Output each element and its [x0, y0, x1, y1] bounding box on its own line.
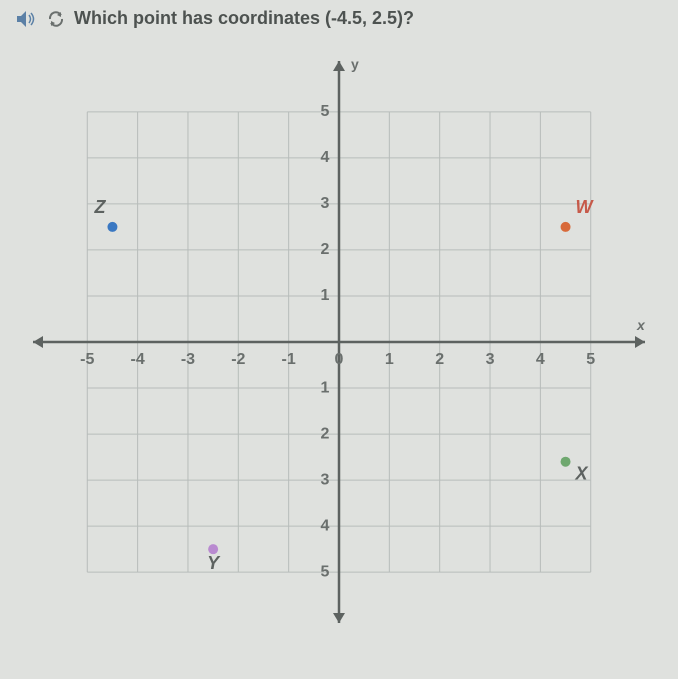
- y-arrow-down: [333, 613, 345, 623]
- x-axis-label: x: [636, 317, 646, 333]
- y-tick-label: 3: [321, 195, 330, 212]
- speaker-wave-1: [29, 15, 31, 23]
- question-row: Which point has coordinates (-4.5, 2.5)?: [10, 8, 668, 29]
- y-tick-label: 1: [321, 379, 330, 396]
- x-tick-label: -3: [181, 351, 195, 368]
- speaker-icon[interactable]: [16, 9, 38, 29]
- y-tick-label: 5: [321, 563, 330, 580]
- x-tick-label: -2: [231, 351, 245, 368]
- x-tick-label: -5: [80, 351, 94, 368]
- x-tick-label: 0: [335, 351, 344, 368]
- question-text: Which point has coordinates (-4.5, 2.5)?: [74, 8, 414, 29]
- point-z[interactable]: [107, 222, 117, 232]
- y-tick-label: 4: [321, 149, 330, 166]
- coordinate-chart: -5-4-3-2-10123451234512345yxZWXY: [19, 47, 659, 637]
- speaker-wave-2: [31, 13, 34, 25]
- y-arrow-up: [333, 61, 345, 71]
- point-label-z: Z: [93, 197, 106, 217]
- x-tick-label: -1: [282, 351, 296, 368]
- x-arrow-right: [635, 336, 645, 348]
- refresh-icon[interactable]: [46, 9, 66, 29]
- x-tick-label: 2: [435, 351, 444, 368]
- point-label-x: X: [575, 464, 589, 484]
- x-tick-label: -4: [131, 351, 145, 368]
- y-tick-label: 3: [321, 471, 330, 488]
- y-tick-label: 2: [321, 241, 330, 258]
- x-tick-label: 4: [536, 351, 545, 368]
- y-tick-label: 1: [321, 287, 330, 304]
- y-tick-label: 4: [321, 517, 330, 534]
- x-arrow-left: [33, 336, 43, 348]
- point-x[interactable]: [561, 457, 571, 467]
- point-w[interactable]: [561, 222, 571, 232]
- x-tick-label: 5: [586, 351, 595, 368]
- speaker-body: [17, 11, 26, 27]
- point-label-w: W: [576, 197, 595, 217]
- point-label-y: Y: [207, 553, 221, 573]
- page-root: Which point has coordinates (-4.5, 2.5)?…: [0, 0, 678, 679]
- x-tick-label: 3: [486, 351, 495, 368]
- y-axis-label: y: [351, 56, 359, 72]
- y-tick-label: 5: [321, 103, 330, 120]
- y-tick-label: 2: [321, 425, 330, 442]
- x-tick-label: 1: [385, 351, 394, 368]
